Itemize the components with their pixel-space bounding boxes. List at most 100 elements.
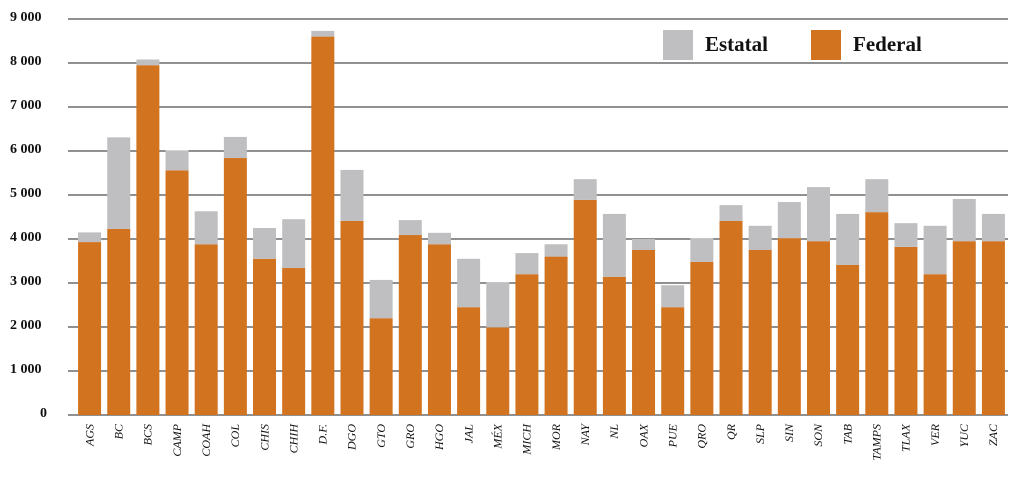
- y-tick-label: 6 000: [10, 142, 42, 157]
- y-tick-label: 3 000: [10, 274, 42, 289]
- bar-segment: [165, 170, 189, 415]
- x-tick-label: BCS: [141, 424, 155, 445]
- x-tick-label: SON: [811, 423, 825, 447]
- x-tick-label: QR: [724, 423, 738, 440]
- x-tick-label: COL: [228, 424, 242, 448]
- x-tick-label: TLAX: [899, 423, 913, 452]
- bar-segment: [661, 307, 685, 415]
- x-tick-label: MOR: [549, 423, 563, 451]
- x-tick-label: D.F.: [316, 424, 330, 445]
- bar-segment: [340, 169, 364, 221]
- bar-segment: [78, 242, 102, 415]
- y-tick-label: 8 000: [10, 54, 42, 69]
- bar-segment: [223, 158, 247, 416]
- bar-segment: [398, 235, 422, 415]
- legend-label: Estatal: [705, 32, 768, 56]
- x-tick-label: CHIH: [286, 423, 300, 454]
- bar-segment: [573, 179, 597, 200]
- bar-segment: [369, 318, 393, 415]
- bar-segment: [806, 187, 830, 242]
- x-tick-label: MICH: [520, 423, 534, 456]
- bar-segment: [602, 276, 626, 415]
- bar-segment: [952, 198, 976, 242]
- bar-segment: [777, 202, 801, 239]
- bar-segment: [894, 223, 918, 247]
- legend-swatch: [663, 30, 693, 60]
- bar-segment: [719, 205, 743, 221]
- bar-segment: [806, 241, 830, 415]
- bar-segment: [865, 212, 889, 415]
- bar-segment: [311, 36, 335, 415]
- x-tick-label: HGO: [432, 424, 446, 451]
- bar-segment: [457, 307, 481, 415]
- bar-segment: [632, 250, 656, 415]
- bar-segment: [544, 256, 568, 415]
- bar-segment: [661, 285, 685, 308]
- y-tick-label: 2 000: [10, 318, 42, 333]
- legend-label: Federal: [853, 32, 922, 56]
- bar-segment: [194, 244, 218, 415]
- bar-segment: [253, 228, 277, 259]
- bar-segment: [457, 258, 481, 308]
- x-tick-label: JAL: [461, 424, 475, 444]
- bar-segment: [719, 220, 743, 415]
- x-tick-label: CHIS: [257, 424, 271, 451]
- y-tick-label: 7 000: [10, 98, 42, 113]
- bar-segment: [894, 246, 918, 415]
- bar-segment: [223, 136, 247, 159]
- x-tick-label: TAB: [840, 423, 854, 444]
- bar-segment: [253, 258, 277, 415]
- bar-segment: [836, 213, 860, 265]
- bar-segment: [836, 264, 860, 415]
- bar-segment: [107, 137, 131, 229]
- bar-segment: [486, 282, 510, 328]
- x-tick-label: CAMP: [170, 423, 184, 456]
- bar-segment: [748, 225, 772, 250]
- x-tick-label: OAX: [636, 423, 650, 447]
- x-tick-label: ZAC: [986, 423, 1000, 446]
- bar-segment: [427, 244, 451, 415]
- y-tick-label: 1 000: [10, 362, 42, 377]
- x-tick-label: QRO: [695, 424, 709, 449]
- bar-segment: [136, 65, 160, 415]
- bar-segment: [165, 150, 189, 171]
- bar-segment: [690, 261, 714, 415]
- bar-segment: [690, 238, 714, 262]
- y-tick-label: 5 000: [10, 186, 42, 201]
- bar-segment: [136, 59, 160, 66]
- bar-segment: [515, 253, 539, 275]
- x-tick-label: SIN: [782, 423, 796, 442]
- x-tick-label: YUC: [957, 423, 971, 447]
- bar-segment: [923, 225, 947, 275]
- y-tick-label: 0: [40, 406, 47, 421]
- x-tick-label: PUE: [665, 423, 679, 448]
- legend-swatch: [811, 30, 841, 60]
- x-tick-label: VER: [928, 423, 942, 446]
- y-tick-label: 4 000: [10, 230, 42, 245]
- x-tick-label: NAY: [578, 423, 592, 447]
- x-tick-label: COAH: [199, 423, 213, 457]
- x-tick-label: TAMPS: [870, 424, 884, 460]
- bar-segment: [777, 238, 801, 415]
- x-tick-label: GTO: [374, 424, 388, 448]
- bar-segment: [78, 232, 102, 243]
- bar-segment: [486, 327, 510, 415]
- bar-segment: [340, 220, 364, 415]
- bar-segment: [427, 232, 451, 245]
- y-tick-label: 9 000: [10, 10, 42, 25]
- bar-segment: [981, 213, 1005, 242]
- x-tick-label: DGO: [345, 424, 359, 451]
- bar-segment: [632, 239, 656, 250]
- bar-segment: [748, 250, 772, 415]
- bar-segment: [515, 274, 539, 415]
- bar-segment: [311, 30, 335, 37]
- bar-segment: [602, 213, 626, 277]
- bar-segment: [282, 268, 306, 415]
- bar-segment: [282, 219, 306, 269]
- bar-segment: [107, 228, 131, 415]
- bar-segment: [981, 241, 1005, 415]
- x-tick-label: NL: [607, 424, 621, 440]
- x-tick-label: SLP: [753, 423, 767, 444]
- bar-segment: [865, 179, 889, 213]
- x-tick-label: BC: [111, 423, 125, 439]
